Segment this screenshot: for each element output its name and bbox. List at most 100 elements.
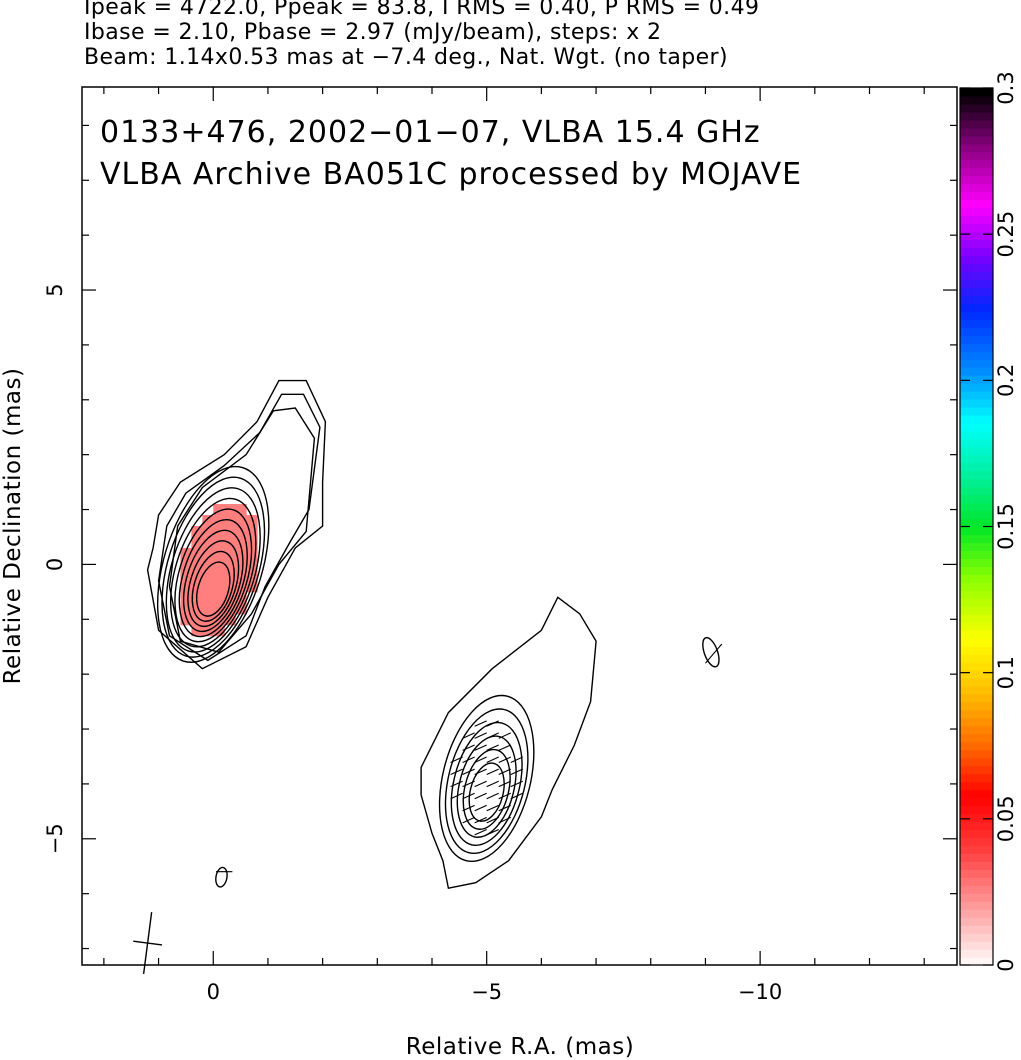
island-contour: [215, 866, 228, 888]
evpa-vector: [450, 792, 463, 800]
colorbar-segment: [960, 279, 993, 288]
colorbar-segment: [960, 127, 993, 137]
chart-subtitle: VLBA Archive BA051C processed by MOJAVE: [100, 157, 802, 192]
colorbar-segment: [960, 869, 993, 878]
colorbar-segment: [960, 271, 993, 280]
core-contour: [161, 476, 266, 658]
core-contour: [191, 550, 235, 622]
colorbar-segment: [960, 223, 993, 233]
colorbar-segment: [960, 590, 993, 599]
colorbar-segment: [960, 518, 993, 528]
colorbar-segment: [960, 805, 993, 815]
colorbar-segment: [960, 781, 993, 791]
colorbar-segment: [960, 566, 993, 575]
beam-minor-axis: [133, 940, 163, 946]
chart-title: 0133+476, 2002−01−07, VLBA 15.4 GHz: [100, 115, 761, 150]
colorbar-segment: [960, 925, 993, 934]
colorbar-segment: [960, 470, 993, 480]
header-line-3: Beam: 1.14x0.53 mas at −7.4 deg., Nat. W…: [84, 45, 728, 70]
colorbar-segment: [960, 215, 993, 225]
pol-pixel: [246, 558, 258, 571]
evpa-vector: [462, 744, 475, 751]
y-tick-label: −5: [43, 823, 67, 854]
colorbar-segment: [960, 231, 993, 241]
pol-pixel: [235, 536, 247, 549]
colorbar-segment: [960, 677, 993, 687]
y-axis-label: Relative Declination (mas): [0, 368, 26, 685]
evpa-vector: [486, 792, 499, 800]
colorbar-segment: [960, 247, 993, 257]
evpa-vector: [498, 792, 511, 800]
evpa-vector: [510, 792, 524, 800]
colorbar-segment: [960, 103, 993, 113]
colorbar-segment: [960, 654, 993, 663]
colorbar-segment: [960, 757, 993, 767]
colorbar-tick-label: 0.25: [994, 211, 1018, 258]
pol-pixel: [235, 504, 247, 516]
colorbar-segment: [960, 709, 993, 719]
evpa-vector: [474, 804, 487, 812]
colorbar-segment: [960, 95, 993, 105]
colorbar: 0 0.05 0.1 0.15 0.2 0.25 0.3: [959, 71, 1018, 972]
colorbar-segment: [960, 949, 993, 958]
evpa-vector: [486, 804, 499, 812]
colorbar-segment: [960, 390, 993, 400]
pol-pixel: [246, 515, 258, 527]
evpa-vector: [450, 756, 463, 763]
colorbar-segment: [960, 319, 993, 328]
evpa-vector: [486, 816, 499, 824]
island-contour: [702, 636, 720, 668]
evpa-vector: [705, 643, 723, 664]
pol-pixel: [224, 558, 236, 571]
colorbar-segment: [960, 263, 993, 272]
pol-pixel: [213, 536, 225, 549]
pol-pixel: [191, 602, 203, 615]
x-tick-label: −10: [738, 980, 782, 1004]
pol-pixel: [213, 504, 225, 516]
colorbar-segment: [960, 311, 993, 320]
core-contour: [195, 561, 231, 617]
colorbar-segment: [960, 422, 993, 432]
colorbar-segment: [960, 933, 993, 942]
evpa-vector: [474, 732, 487, 739]
pol-pixel: [235, 580, 247, 593]
colorbar-segment: [960, 837, 993, 847]
colorbar-segment: [960, 630, 993, 639]
evpa-vector: [510, 780, 524, 788]
core-outer-contour: [157, 393, 321, 662]
colorbar-segment: [960, 375, 993, 384]
evpa-vector: [486, 756, 499, 763]
x-tick-label: 0: [207, 980, 220, 1004]
evpa-vector: [450, 780, 463, 788]
jet-contour: [450, 721, 523, 846]
plot-frame: [81, 86, 958, 966]
colorbar-segment: [960, 255, 993, 264]
colorbar-segment: [960, 88, 993, 97]
evpa-vector: [498, 804, 511, 812]
colorbar-segment: [960, 813, 993, 823]
colorbar-segment: [960, 462, 993, 472]
core-contour: [156, 465, 270, 663]
evpa-vector: [474, 780, 487, 788]
evpa-vector: [510, 756, 524, 763]
pol-pixel: [202, 547, 214, 560]
colorbar-segment: [960, 303, 993, 312]
colorbar-segment: [960, 295, 993, 304]
pol-pixel: [191, 580, 203, 593]
colorbar-segment: [960, 622, 993, 631]
pol-pixel: [202, 602, 214, 615]
colorbar-segment: [960, 877, 993, 886]
pol-pixel: [191, 558, 203, 571]
colorbar-segment: [960, 351, 993, 360]
pol-pixel: [213, 624, 225, 637]
pol-pixel: [202, 515, 214, 527]
colorbar-segment: [960, 414, 993, 424]
colorbar-segment: [960, 829, 993, 839]
evpa-vector: [462, 816, 475, 824]
y-tick-label: 0: [43, 558, 67, 571]
evpa-vector: [450, 768, 463, 776]
colorbar-segment: [960, 853, 993, 862]
colorbar-segment: [960, 327, 993, 336]
colorbar-segment: [960, 502, 993, 512]
